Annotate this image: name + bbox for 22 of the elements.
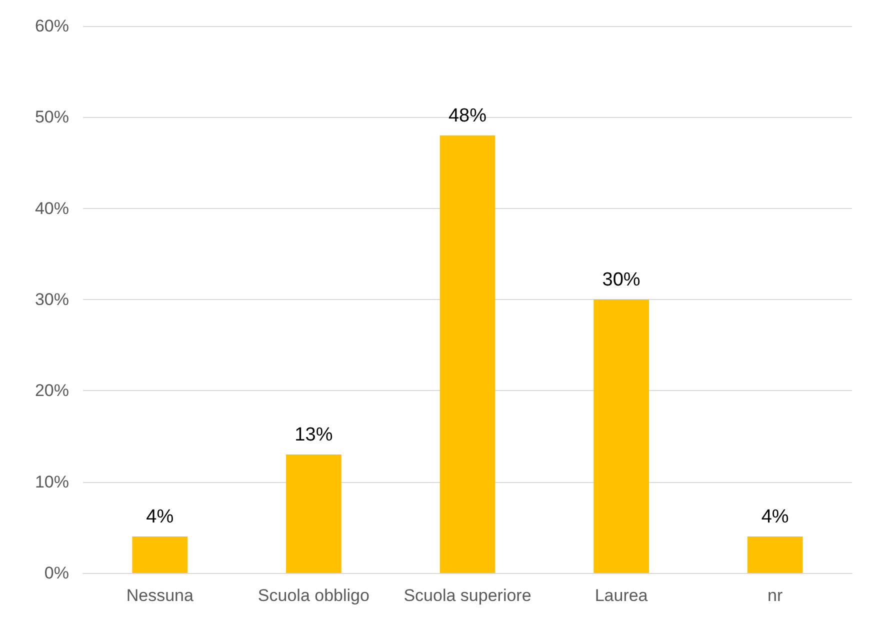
y-tick-label: 0% (44, 564, 69, 582)
y-tick-label: 40% (34, 198, 69, 218)
y-tick-label: 50% (34, 108, 69, 127)
data-label: 48% (448, 105, 487, 126)
y-tick-label: 20% (34, 381, 69, 400)
y-tick-label: 60% (34, 16, 69, 36)
x-tick-label: Laurea (594, 586, 648, 605)
bar (286, 454, 342, 573)
x-tick-label: nr (768, 586, 783, 605)
data-label: 30% (602, 270, 640, 290)
bar (440, 135, 496, 573)
x-tick-label: Scuola superiore (404, 586, 532, 605)
y-tick-label: 10% (34, 472, 69, 492)
data-label: 4% (146, 506, 174, 528)
bar (594, 300, 649, 573)
y-tick-label: 30% (34, 290, 69, 309)
data-label: 13% (294, 424, 333, 446)
data-label: 4% (761, 506, 789, 528)
x-tick-label: Nessuna (126, 586, 194, 605)
x-tick-label: Scuola obbligo (258, 586, 370, 605)
bar (132, 536, 188, 573)
bar (747, 536, 803, 573)
